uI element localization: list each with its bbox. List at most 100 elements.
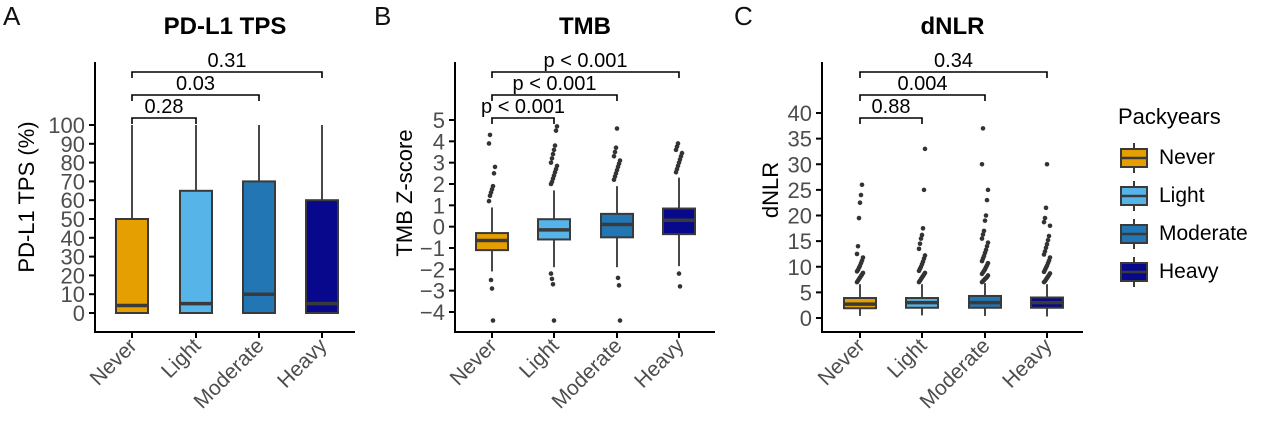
y-tick-label: 30 (788, 152, 812, 177)
y-tick-label: 20 (788, 204, 812, 229)
outlier-point (1041, 219, 1047, 225)
y-axis-title: dNLR (758, 162, 783, 218)
outlier-point (980, 232, 986, 237)
pvalue-label: 0.28 (145, 96, 184, 118)
y-tick-label: 40 (788, 101, 812, 126)
outlier-point (1047, 271, 1053, 276)
pvalue-bracket (859, 117, 923, 124)
outlier-point (486, 141, 492, 146)
box-never (843, 182, 877, 316)
y-axis-title: TMB Z-score (392, 129, 417, 256)
iqr-box (179, 189, 213, 314)
outlier-point (859, 182, 865, 188)
y-tick-label: 30 (61, 245, 85, 270)
x-category-label: Moderate (190, 334, 269, 413)
outlier-point (921, 187, 927, 193)
outlier-point (1042, 215, 1048, 221)
outlier-point (920, 226, 926, 231)
outlier-point (916, 246, 922, 252)
outlier-point (983, 213, 989, 218)
outlier-point (982, 218, 988, 223)
outlier-point (677, 284, 683, 289)
y-tick-label: 1 (433, 193, 445, 218)
outlier-point (611, 153, 617, 159)
outlier-point (918, 236, 924, 241)
x-category-label: Heavy (630, 334, 689, 393)
panel-letter-b: B (374, 1, 392, 31)
y-tick-label: 5 (433, 108, 445, 133)
outlier-point (551, 147, 557, 153)
y-tick-label: −4 (420, 300, 445, 325)
panel-letter-a: A (3, 1, 21, 31)
outlier-point (922, 270, 928, 276)
y-tick-label: 0 (433, 215, 445, 240)
legend-item-label: Light (1159, 184, 1205, 207)
iqr-box (115, 218, 149, 314)
outlier-point (979, 161, 985, 167)
x-category-label: Moderate (916, 334, 995, 413)
outlier-point (984, 197, 990, 203)
outlier-point (492, 164, 498, 170)
pvalue-label: 0.31 (208, 50, 247, 72)
legend-key-boxplot-icon (1120, 257, 1148, 287)
legend-item-label: Never (1159, 146, 1216, 169)
outlier-point (550, 151, 556, 157)
iqr-box (242, 180, 276, 314)
pvalue-bracket (491, 94, 618, 101)
outlier-point (679, 150, 685, 156)
y-tick-label: 50 (61, 207, 85, 232)
outlier-point (922, 253, 928, 258)
y-tick-label: 100 (48, 113, 85, 138)
panel-title-pdl1: PD-L1 TPS (163, 13, 287, 40)
x-category-label: Moderate (548, 334, 627, 413)
legend-item-label: Heavy (1159, 260, 1219, 283)
outlier-point (548, 271, 554, 276)
outlier-point (617, 318, 623, 323)
panel-title-tmb: TMB (559, 13, 611, 40)
outlier-point (552, 143, 558, 148)
outlier-point (676, 271, 682, 276)
y-tick-label: −2 (420, 257, 445, 282)
legend-items: Never Light Moderate Heavy (1118, 142, 1248, 288)
pvalue-bracket (491, 71, 680, 78)
box-light (179, 125, 213, 314)
x-category-label: Never (86, 334, 142, 390)
outlier-point (981, 228, 987, 234)
box-never (115, 125, 149, 314)
box-never (475, 132, 509, 323)
outlier-point (616, 283, 622, 288)
y-tick-label: 25 (788, 178, 812, 203)
outlier-point (491, 171, 497, 176)
outlier-point (549, 156, 555, 161)
pvalue-label: 0.88 (872, 96, 911, 118)
outlier-point (919, 232, 925, 238)
y-tick-label: 2 (433, 172, 445, 197)
y-tick-label: 10 (788, 255, 812, 280)
legend-key-boxplot-icon (1120, 219, 1148, 249)
legend-item-label: Moderate (1159, 222, 1248, 245)
y-tick-label: 15 (788, 229, 812, 254)
outlier-point (1047, 255, 1053, 260)
y-tick-label: 90 (61, 132, 85, 157)
y-tick-label: 3 (433, 151, 445, 176)
legend-packyears: Packyears Never Light Moderate Heavy (1118, 104, 1248, 294)
pvalue-label: 0.34 (934, 50, 973, 72)
pvalue-bracket (491, 117, 555, 124)
outlier-point (1044, 241, 1050, 247)
pvalue-label: 0.004 (897, 73, 947, 95)
x-category-label: Heavy (998, 334, 1057, 393)
outlier-point (615, 275, 621, 281)
legend-title: Packyears (1118, 104, 1221, 129)
legend-item-never: Never (1118, 142, 1248, 174)
outlier-point (856, 215, 862, 221)
x-category-label: Never (446, 334, 502, 390)
outlier-point (985, 273, 991, 278)
outlier-point (675, 141, 681, 146)
y-tick-label: 35 (788, 127, 812, 152)
box-heavy (305, 125, 339, 314)
box-light (905, 146, 939, 316)
outlier-point (550, 281, 556, 287)
